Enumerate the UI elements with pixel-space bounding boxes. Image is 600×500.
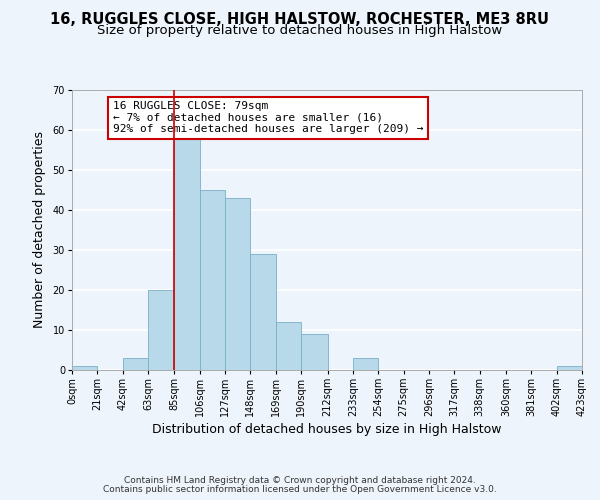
X-axis label: Distribution of detached houses by size in High Halstow: Distribution of detached houses by size … xyxy=(152,424,502,436)
Bar xyxy=(225,198,250,370)
Bar xyxy=(353,358,378,370)
Bar xyxy=(72,366,97,370)
Text: Size of property relative to detached houses in High Halstow: Size of property relative to detached ho… xyxy=(97,24,503,37)
Text: Contains public sector information licensed under the Open Government Licence v3: Contains public sector information licen… xyxy=(103,484,497,494)
Bar xyxy=(557,366,582,370)
Bar xyxy=(200,190,225,370)
Text: Contains HM Land Registry data © Crown copyright and database right 2024.: Contains HM Land Registry data © Crown c… xyxy=(124,476,476,485)
Text: 16, RUGGLES CLOSE, HIGH HALSTOW, ROCHESTER, ME3 8RU: 16, RUGGLES CLOSE, HIGH HALSTOW, ROCHEST… xyxy=(50,12,550,28)
Bar xyxy=(250,254,276,370)
Text: 16 RUGGLES CLOSE: 79sqm
← 7% of detached houses are smaller (16)
92% of semi-det: 16 RUGGLES CLOSE: 79sqm ← 7% of detached… xyxy=(113,101,424,134)
Bar xyxy=(148,290,175,370)
Y-axis label: Number of detached properties: Number of detached properties xyxy=(33,132,46,328)
Bar xyxy=(301,334,328,370)
Bar xyxy=(175,138,200,370)
Bar xyxy=(122,358,148,370)
Bar xyxy=(276,322,301,370)
